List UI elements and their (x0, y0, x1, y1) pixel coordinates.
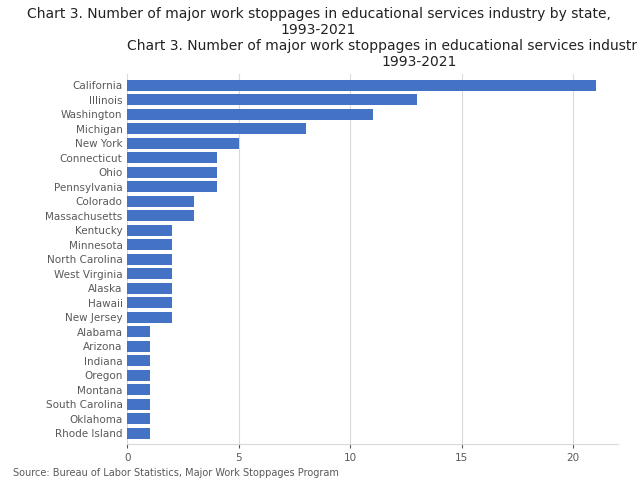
Bar (127, 399, 150, 409)
Bar (127, 196, 194, 207)
Bar (127, 109, 373, 120)
Bar (127, 341, 150, 351)
Bar (127, 167, 217, 178)
Bar (127, 312, 172, 323)
Bar (127, 80, 596, 91)
Bar (127, 181, 217, 192)
Bar (127, 268, 172, 279)
Bar (127, 138, 239, 149)
Bar (127, 225, 172, 236)
Bar (127, 283, 172, 294)
Bar (127, 95, 417, 105)
Bar (127, 384, 150, 395)
Bar (127, 413, 150, 424)
Text: Chart 3. Number of major work stoppages in educational services industry by stat: Chart 3. Number of major work stoppages … (27, 7, 610, 37)
Bar (127, 326, 150, 337)
Bar (127, 254, 172, 264)
Text: Source: Bureau of Labor Statistics, Major Work Stoppages Program: Source: Bureau of Labor Statistics, Majo… (13, 468, 339, 478)
Bar (127, 210, 194, 221)
Text: Chart 3. Number of major work stoppages in educational services industry by stat: Chart 3. Number of major work stoppages … (127, 39, 637, 69)
Bar (127, 370, 150, 381)
Bar (127, 239, 172, 250)
Bar (127, 355, 150, 366)
Bar (127, 152, 217, 163)
Bar (127, 123, 306, 134)
Bar (127, 428, 150, 439)
Bar (127, 297, 172, 308)
